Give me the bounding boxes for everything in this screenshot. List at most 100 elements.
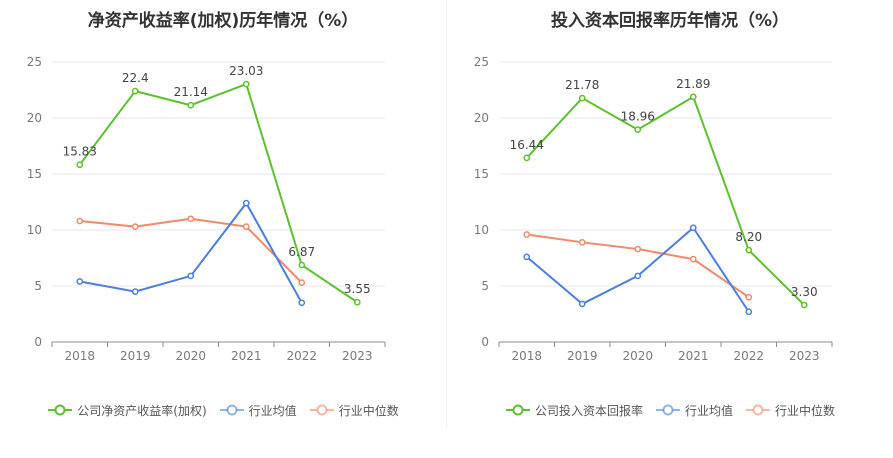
roic-legend-item-industry-median[interactable]: 行业中位数 <box>745 402 835 419</box>
roe-company-point[interactable] <box>353 298 361 306</box>
roe-y-tick-label: 15 <box>27 167 42 181</box>
roic-data-label: 8.20 <box>735 230 762 244</box>
roe-industry-mean-point[interactable] <box>187 272 195 280</box>
roe-industry-median-point[interactable] <box>76 217 84 225</box>
roic-industry-mean-point[interactable] <box>523 253 531 261</box>
roe-data-label: 6.87 <box>288 245 315 259</box>
roe-industry-median-point[interactable] <box>131 223 139 230</box>
roic-y-tick-label: 5 <box>481 279 489 293</box>
roic-company-point[interactable] <box>745 246 753 254</box>
roe-company-point[interactable] <box>187 101 195 109</box>
roic-company-point[interactable] <box>634 126 642 133</box>
roe-industry-mean-point[interactable] <box>242 199 250 207</box>
roic-company-point[interactable] <box>689 93 697 101</box>
roe-company-point[interactable] <box>131 87 139 95</box>
panel-divider <box>446 0 447 428</box>
roe-legend-item-industry-median[interactable]: 行业中位数 <box>309 402 399 419</box>
roe-company-line <box>78 83 358 304</box>
roic-x-tick-label: 2021 <box>678 349 709 363</box>
roic-y-tick-label: 25 <box>474 55 489 69</box>
roic-legend-item-industry-mean[interactable]: 行业均值 <box>655 402 733 419</box>
legend-line-circle-icon <box>219 404 244 416</box>
legend-line-circle-icon <box>48 404 73 416</box>
roic-legend-swatch-marker <box>662 404 674 416</box>
roe-data-label: 21.14 <box>174 85 208 99</box>
roic-legend-swatch-marker <box>752 404 764 416</box>
roe-data-label: 23.03 <box>229 64 263 78</box>
roic-chart-panel: 投入资本回报率历年情况（%） 0 5 10 15 20 25 2018 2019 2020 202… <box>447 0 893 458</box>
roic-industry-mean-point[interactable] <box>689 224 697 232</box>
roe-legend-item-industry-mean[interactable]: 行业均值 <box>219 402 297 419</box>
roe-x-tick-label: 2018 <box>64 349 95 363</box>
legend-line-circle-icon <box>746 404 770 416</box>
roe-data-label: 22.4 <box>122 71 149 85</box>
roic-legend-item-company[interactable]: 公司投入资本回报率 <box>505 402 643 419</box>
roic-data-label: 3.30 <box>791 285 818 299</box>
roic-industry-mean-point[interactable] <box>578 300 586 308</box>
roe-x-tick-label: 2019 <box>120 349 151 363</box>
roic-data-label: 18.96 <box>621 110 655 124</box>
roic-industry-median-point[interactable] <box>578 238 586 246</box>
roe-company-point[interactable] <box>242 80 250 88</box>
legend-line-circle-icon <box>505 404 530 416</box>
roe-y-tick-label: 25 <box>27 55 42 69</box>
roe-industry-mean-point[interactable] <box>76 278 84 285</box>
roe-company-point[interactable] <box>76 161 84 169</box>
roic-company-point[interactable] <box>578 94 586 102</box>
roic-industry-median-point[interactable] <box>689 255 697 263</box>
roe-legend-label: 行业中位数 <box>338 403 399 418</box>
roic-x-tick-label: 2019 <box>567 349 598 363</box>
roic-industry-mean-point[interactable] <box>634 272 642 280</box>
roe-data-label: 15.83 <box>63 145 97 159</box>
roic-y-tick-label: 20 <box>474 111 489 125</box>
roic-data-label: 21.78 <box>565 78 599 92</box>
roe-y-tick-label: 0 <box>34 335 42 349</box>
roic-industry-median-point[interactable] <box>634 245 642 253</box>
roe-chart-title: 净资产收益率(加权)历年情况（%） <box>87 11 359 31</box>
roe-y-tick-label: 20 <box>27 111 42 125</box>
roe-company-point[interactable] <box>298 261 306 269</box>
roic-industry-median-point[interactable] <box>523 231 531 238</box>
roic-legend-label: 公司投入资本回报率 <box>534 403 643 418</box>
roic-y-tick-label: 15 <box>474 167 489 181</box>
roe-industry-median-point[interactable] <box>242 223 250 230</box>
roe-legend-item-company[interactable]: 公司净资产收益率(加权) <box>47 402 207 419</box>
roe-x-tick-label: 2020 <box>175 349 206 363</box>
roic-industry-median-line <box>526 233 750 299</box>
roe-chart-plot: 0 5 10 15 20 25 2018 2019 2020 2021 2022 2023 15.83 2… <box>27 55 386 363</box>
roic-chart-legend: 公司投入资本回报率 行业均值 行业中位数 <box>447 400 893 420</box>
legend-line-circle-icon <box>655 404 680 416</box>
roic-company-point[interactable] <box>523 154 531 162</box>
roe-chart-panel: 净资产收益率(加权)历年情况（%） 0 5 10 15 20 25 2018 2019 2020… <box>0 0 446 458</box>
roic-company-line <box>526 95 805 306</box>
roic-data-label: 21.89 <box>676 77 710 91</box>
roic-x-tick-label: 2018 <box>511 349 542 363</box>
roic-x-tick-label: 2023 <box>789 349 820 363</box>
roe-y-tick-label: 5 <box>34 279 42 293</box>
roe-legend-label: 公司净资产收益率(加权) <box>77 403 207 418</box>
roe-industry-median-point[interactable] <box>187 215 195 223</box>
roe-legend-swatch-marker <box>226 404 238 416</box>
roic-legend-swatch-marker <box>512 404 524 416</box>
roe-x-tick-label: 2022 <box>286 349 317 363</box>
roe-industry-median-point[interactable] <box>298 279 306 286</box>
roic-y-tick-label: 0 <box>481 335 489 349</box>
roic-x-tick-label: 2020 <box>622 349 653 363</box>
roe-legend-swatch-marker <box>316 404 328 416</box>
roe-chart-legend: 公司净资产收益率(加权) 行业均值 行业中位数 <box>0 400 446 420</box>
legend-line-circle-icon <box>309 404 334 416</box>
roic-x-tick-label: 2022 <box>733 349 764 363</box>
roic-y-tick-label: 10 <box>474 223 489 237</box>
roe-legend-label: 行业均值 <box>248 403 297 418</box>
roic-company-point[interactable] <box>800 301 808 309</box>
roic-legend-label: 行业均值 <box>684 403 733 418</box>
roic-industry-mean-line <box>526 226 750 313</box>
roe-x-tick-label: 2023 <box>342 349 373 363</box>
roic-industry-median-point[interactable] <box>745 293 753 301</box>
roe-industry-mean-point[interactable] <box>298 299 306 307</box>
roic-industry-mean-point[interactable] <box>745 308 753 316</box>
roe-y-tick-label: 10 <box>27 223 42 237</box>
roe-legend-swatch-marker <box>54 404 66 416</box>
roic-chart-plot: 0 5 10 15 20 25 2018 2019 2020 2021 2022 2023 16.44 2… <box>474 55 833 363</box>
roe-industry-mean-point[interactable] <box>131 288 139 295</box>
